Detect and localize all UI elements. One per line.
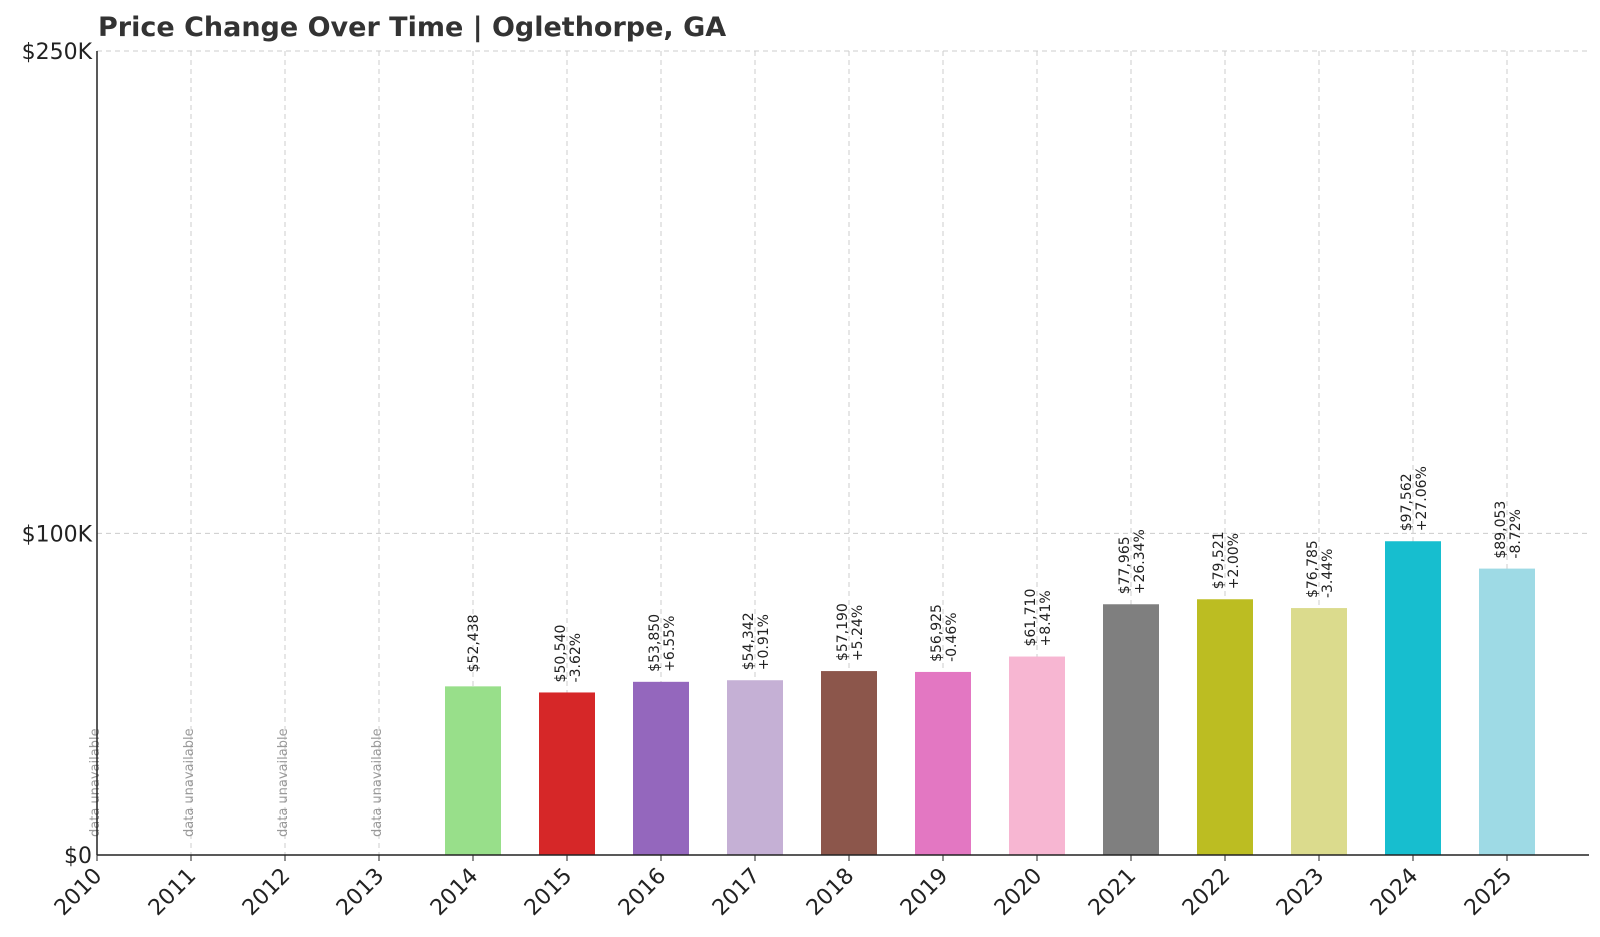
bar-value-label: $79,521 (1211, 531, 1227, 589)
bar-value-label: $89,053 (1493, 501, 1509, 559)
y-tick-label: $250K (22, 40, 93, 65)
bar (445, 686, 501, 855)
data-unavailable-label: data unavailable (88, 728, 103, 837)
bar (1479, 568, 1535, 855)
x-tick-label: 2012 (238, 864, 295, 921)
bar (1197, 599, 1253, 855)
y-tick-label: $100K (22, 522, 93, 547)
bar-value-label: $76,785 (1305, 540, 1321, 598)
x-tick-label: 2014 (426, 864, 483, 921)
data-unavailable-label: data unavailable (182, 728, 197, 837)
x-tick-label: 2015 (520, 864, 577, 921)
x-tick-label: 2018 (802, 864, 859, 921)
bar (633, 681, 689, 855)
bar-value-label: $97,562 (1399, 473, 1415, 531)
bar-value-label: $57,190 (835, 603, 851, 661)
bar (1009, 656, 1065, 855)
bar-change-label: +26.34% (1132, 529, 1148, 594)
x-tick-label: 2023 (1272, 864, 1329, 921)
x-tick-label: 2013 (332, 864, 389, 921)
bar-change-label: +27.06% (1414, 466, 1430, 531)
bar (727, 680, 783, 855)
y-tick-label: $0 (64, 844, 92, 869)
x-tick-label: 2020 (990, 864, 1047, 921)
bar-value-label: $77,965 (1117, 536, 1133, 594)
bar-value-label: $53,850 (647, 614, 663, 672)
x-tick-label: 2024 (1366, 864, 1423, 921)
bar (1103, 604, 1159, 855)
bar-change-label: -3.44% (1320, 549, 1336, 599)
bar-change-label: +5.24% (850, 605, 866, 661)
bar-change-label: -0.46% (944, 612, 960, 662)
bar (539, 692, 595, 855)
data-unavailable-label: data unavailable (370, 728, 385, 837)
bar (915, 671, 971, 855)
bar-change-label: +8.41% (1038, 590, 1054, 646)
x-tick-label: 2011 (144, 864, 201, 921)
bar-value-label: $56,925 (929, 604, 945, 662)
bar-change-label: -8.72% (1508, 509, 1524, 559)
bar-value-label: $52,438 (466, 614, 482, 672)
chart-title: Price Change Over Time | Oglethorpe, GA (98, 12, 727, 43)
x-tick-label: 2019 (896, 864, 953, 921)
bar-change-label: +2.00% (1226, 533, 1242, 589)
x-tick-label: 2017 (708, 864, 765, 921)
x-tick-label: 2021 (1084, 864, 1141, 921)
x-tick-label: 2016 (614, 864, 671, 921)
bar-change-label: +6.55% (662, 616, 678, 672)
bar (1291, 608, 1347, 855)
bar-change-label: -3.62% (568, 633, 584, 683)
bar-value-label: $54,342 (741, 612, 757, 670)
bar-value-label: $61,710 (1023, 589, 1039, 647)
x-tick-label: 2025 (1460, 864, 1517, 921)
x-tick-label: 2022 (1178, 864, 1235, 921)
data-unavailable-label: data unavailable (276, 728, 291, 837)
bar-change-label: +0.91% (756, 614, 772, 670)
bar (821, 671, 877, 855)
bar-value-label: $50,540 (553, 625, 569, 683)
x-tick-label: 2010 (50, 864, 107, 921)
bar (1385, 541, 1441, 855)
